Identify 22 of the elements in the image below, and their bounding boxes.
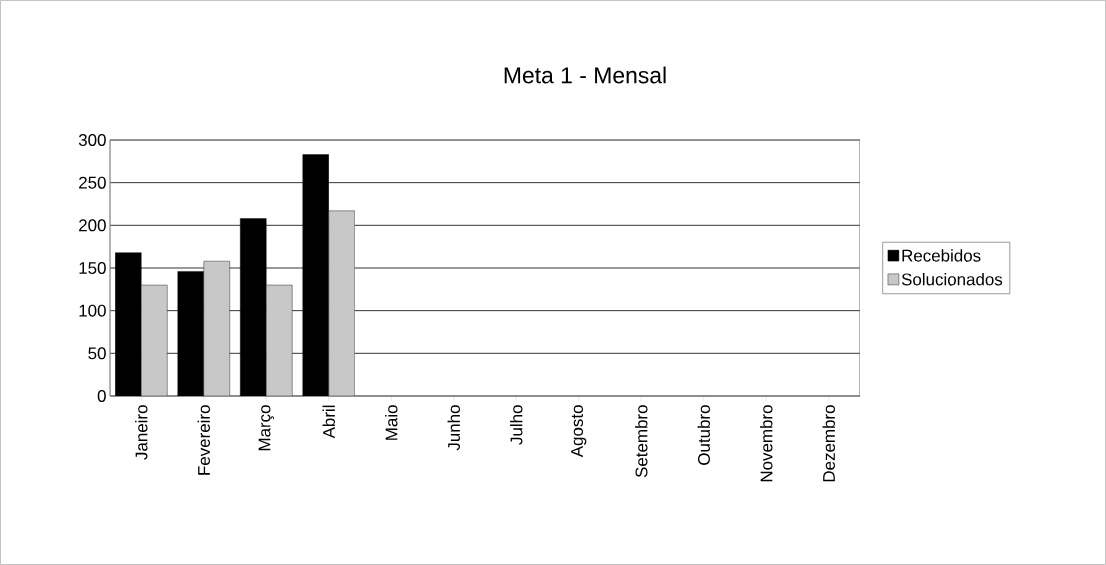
- x-tick-label: Setembro: [635, 405, 648, 478]
- x-tick-label: Outubro: [697, 405, 710, 465]
- chart-title: Meta 1 - Mensal: [504, 66, 666, 84]
- legend-label: Solucionados: [901, 272, 1003, 286]
- x-tick-label: Dezembro: [822, 405, 835, 482]
- y-tick-label: 50: [88, 347, 106, 360]
- y-tick-label: 150: [79, 261, 106, 274]
- x-tick-label: Junho: [447, 405, 460, 451]
- y-tick-label: 300: [78, 133, 106, 146]
- x-tick-label: Maio: [385, 405, 398, 440]
- y-tick-label: 0: [97, 389, 106, 402]
- x-tick-label: Julho: [510, 405, 523, 445]
- y-tick-label: 200: [79, 219, 106, 232]
- y-tick-label: 100: [79, 304, 106, 317]
- x-tick-label: Março: [258, 405, 274, 451]
- y-tick-label: 250: [79, 176, 106, 189]
- x-tick-label: Agosto: [571, 405, 587, 458]
- legend-label: Recebidos: [902, 249, 981, 262]
- x-tick-label: Janeiro: [135, 405, 148, 460]
- x-tick-label: Abril: [322, 405, 335, 439]
- x-tick-label: Novembro: [760, 405, 773, 482]
- x-tick-label: Fevereiro: [197, 405, 210, 475]
